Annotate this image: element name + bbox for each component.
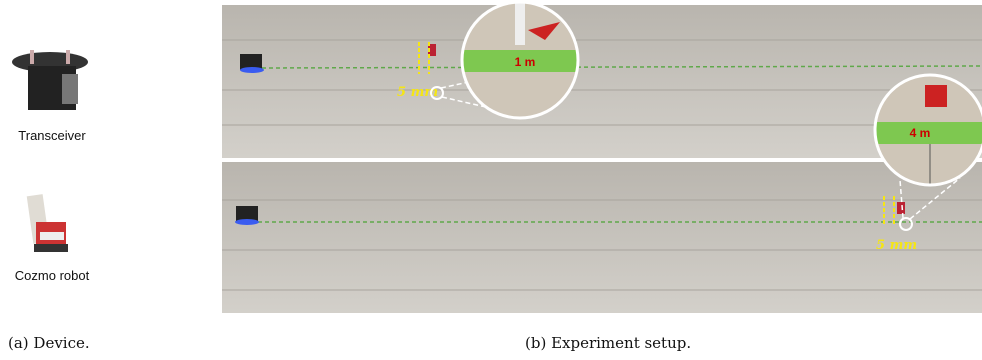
distance-label: 4 m: [910, 126, 931, 140]
caption: (a) Device.: [8, 334, 90, 352]
transceiver-image: [12, 50, 88, 110]
distance-label: 1 m: [515, 55, 536, 69]
device-label: Transceiver: [18, 128, 86, 143]
device-label: Cozmo robot: [15, 268, 90, 283]
cozmo-image: [27, 194, 68, 252]
figure: Transceiver Cozmo robot 5 mm 5 mm: [0, 0, 982, 360]
offset-label: 5 mm: [876, 238, 917, 253]
caption: (b) Experiment setup.: [525, 334, 691, 352]
